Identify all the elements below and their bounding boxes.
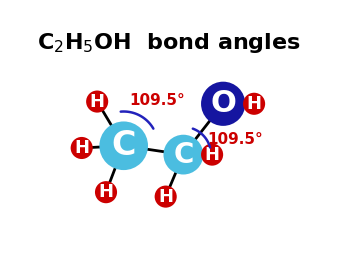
Circle shape: [86, 90, 108, 113]
Circle shape: [201, 82, 245, 126]
Text: H: H: [74, 139, 89, 157]
Text: H: H: [98, 183, 114, 201]
Text: O: O: [210, 89, 236, 118]
Text: H: H: [247, 95, 262, 113]
Circle shape: [95, 181, 117, 203]
Text: 109.5°: 109.5°: [208, 132, 263, 147]
Circle shape: [164, 135, 203, 175]
Circle shape: [201, 144, 223, 166]
Text: H: H: [90, 93, 105, 111]
Text: H: H: [204, 146, 220, 164]
Circle shape: [154, 186, 177, 208]
Circle shape: [71, 137, 93, 159]
Text: H: H: [158, 188, 173, 206]
Text: 109.5°: 109.5°: [129, 93, 185, 108]
Circle shape: [243, 93, 265, 115]
Text: C: C: [173, 141, 194, 169]
Text: C$_2$H$_5$OH  bond angles: C$_2$H$_5$OH bond angles: [37, 31, 301, 55]
Text: C: C: [112, 129, 136, 162]
Circle shape: [99, 122, 148, 170]
